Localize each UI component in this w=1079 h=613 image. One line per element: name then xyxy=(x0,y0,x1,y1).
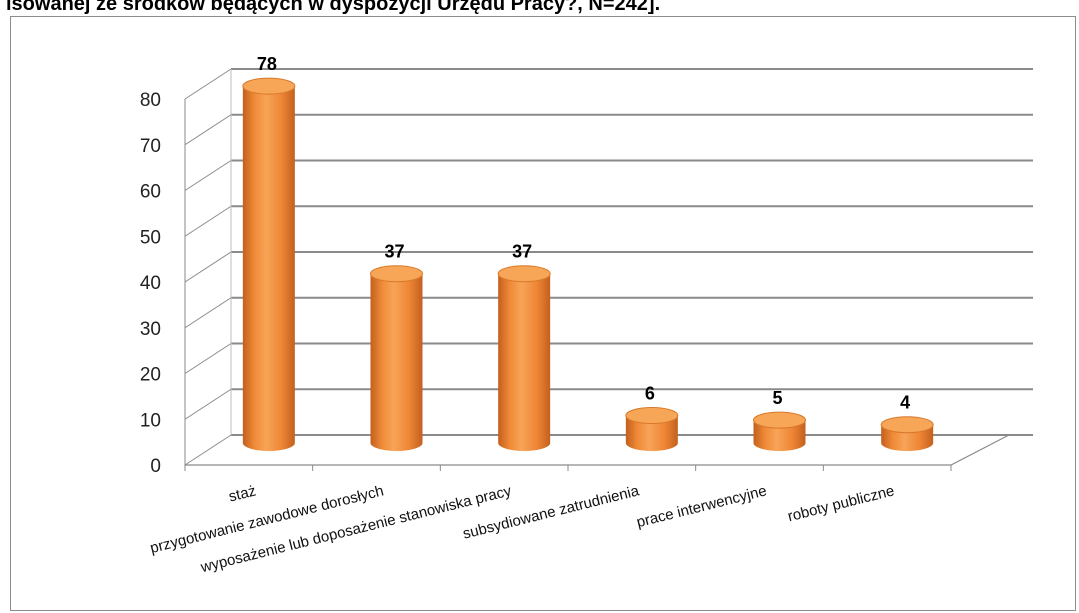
bar-body xyxy=(498,274,550,451)
data-label: 4 xyxy=(900,393,910,413)
y-tick-label: 0 xyxy=(150,456,161,477)
gridline-side xyxy=(185,161,231,191)
y-tick-label: 40 xyxy=(140,273,161,294)
y-tick-label: 80 xyxy=(140,90,161,111)
bar-top xyxy=(243,78,295,94)
gridline-side xyxy=(185,115,231,145)
data-label: 6 xyxy=(645,384,655,404)
bar xyxy=(626,408,678,451)
y-tick-label: 70 xyxy=(140,136,161,157)
bar-top xyxy=(498,266,550,282)
x-tick-label: prace interwencyjne xyxy=(635,482,769,531)
data-label: 78 xyxy=(257,54,277,74)
chart-title: isowanej ze środków będących w dyspozycj… xyxy=(6,0,1079,16)
data-label: 37 xyxy=(512,242,532,262)
gridline-side xyxy=(185,69,231,99)
gridline-side xyxy=(185,435,231,465)
bar-top xyxy=(754,412,806,428)
bar xyxy=(881,417,933,451)
y-tick-label: 60 xyxy=(140,182,161,203)
bar-body xyxy=(371,274,423,451)
bar-top xyxy=(881,417,933,433)
bar xyxy=(243,78,295,451)
data-label: 5 xyxy=(772,388,782,408)
x-tick-label: roboty publiczne xyxy=(786,482,896,525)
gridline-side xyxy=(185,252,231,282)
bar xyxy=(754,412,806,451)
bar-body xyxy=(243,86,295,451)
x-tick-label: staż xyxy=(227,482,258,505)
gridline-side xyxy=(185,206,231,236)
bar xyxy=(498,266,550,451)
y-tick-label: 10 xyxy=(140,410,161,431)
bars xyxy=(243,78,933,451)
data-label: 37 xyxy=(384,242,404,262)
bar-top xyxy=(626,408,678,424)
gridline-side xyxy=(185,298,231,328)
y-tick-label: 30 xyxy=(140,319,161,340)
y-tick-label: 20 xyxy=(140,365,161,386)
bar xyxy=(371,266,423,451)
bar-top xyxy=(371,266,423,282)
y-tick-label: 50 xyxy=(140,227,161,248)
gridline-side xyxy=(185,344,231,374)
bar-chart: 0 10 20 30 40 50 60 70 80 78 37 37 6 5 4 stażprzygoto… xyxy=(11,17,1075,610)
gridline-side xyxy=(185,389,231,419)
chart-area: 0 10 20 30 40 50 60 70 80 78 37 37 6 5 4 staż przygoto… xyxy=(10,16,1076,611)
data-labels: 78 37 37 6 5 4 xyxy=(257,54,910,413)
